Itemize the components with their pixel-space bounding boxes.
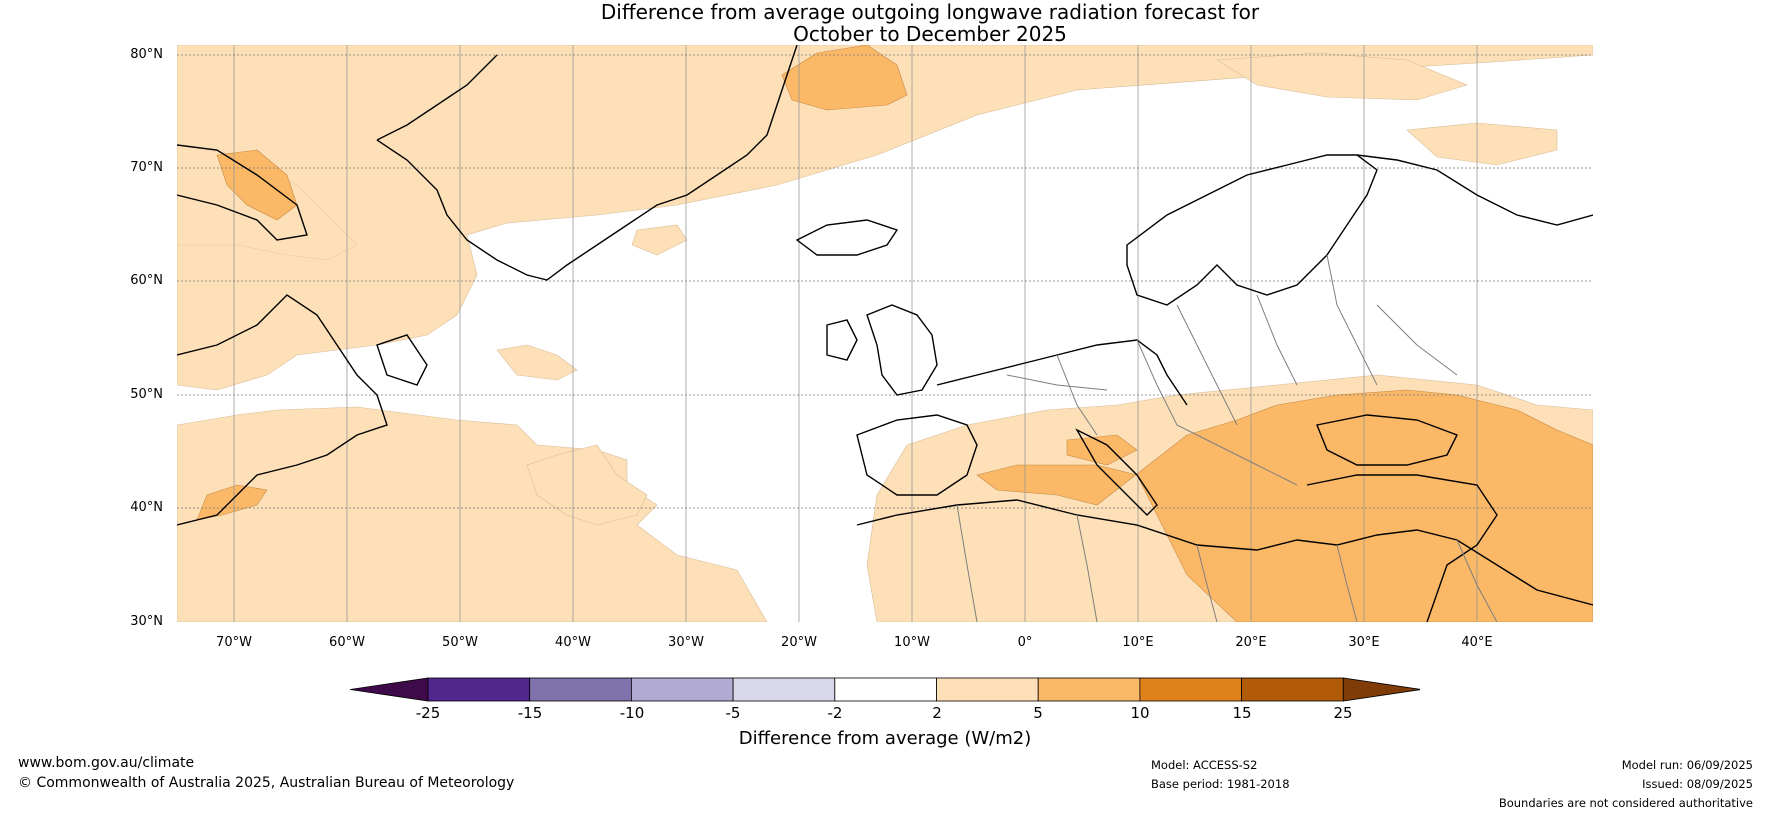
lat-label-80n: 80°N: [130, 47, 163, 62]
lon-label-40e: 40°E: [1461, 635, 1493, 650]
footer-base-period: Base period: 1981-2018: [1151, 777, 1290, 791]
lon-label-40w: 40°W: [555, 635, 591, 650]
colorbar-tick: 2: [932, 704, 942, 722]
lon-label-30e: 30°E: [1348, 635, 1380, 650]
footer-issued: Issued: 08/09/2025: [1642, 777, 1753, 791]
lat-label-70n: 70°N: [130, 160, 163, 175]
footer-url: www.bom.gov.au/climate: [18, 755, 195, 771]
lon-label-20e: 20°E: [1235, 635, 1267, 650]
gridlines: [233, 45, 1478, 622]
map-title-line-1: Difference from average outgoing longwav…: [600, 0, 1260, 24]
map-canvas: [177, 45, 1593, 622]
lat-label-30n: 30°N: [130, 614, 163, 629]
footer-disclaimer: Boundaries are not considered authoritat…: [1498, 796, 1753, 810]
colorbar-label: Difference from average (W/m2): [738, 728, 1032, 749]
colorbar-segment: [834, 677, 937, 702]
colorbar-segment: [1241, 677, 1344, 702]
colorbar-segment: [732, 677, 836, 702]
colorbar-segments: [350, 677, 1420, 702]
colorbar-tick: 15: [1232, 704, 1252, 722]
lon-label-20w: 20°W: [781, 635, 817, 650]
colorbar-segment: [529, 677, 632, 702]
colorbar-tick: -25: [415, 704, 441, 722]
lon-label-0: 0°: [1017, 635, 1033, 650]
lat-label-50n: 50°N: [130, 387, 163, 402]
anomaly-fill-medium: [196, 45, 1593, 622]
colorbar-segment: [427, 677, 531, 702]
colorbar-segment: [630, 677, 734, 702]
colorbar-tick: 5: [1033, 704, 1043, 722]
footer-model-run: Model run: 06/09/2025: [1621, 758, 1753, 772]
lon-label-70w: 70°W: [216, 635, 252, 650]
country-borders: [956, 254, 1498, 622]
colorbar-tick: -15: [517, 704, 543, 722]
colorbar-segment: [1139, 677, 1243, 702]
lat-label-40n: 40°N: [130, 500, 163, 515]
colorbar-extend-low: [350, 677, 429, 702]
anomaly-map: [177, 45, 1593, 622]
colorbar-tick: 25: [1333, 704, 1353, 722]
colorbar-tick: -10: [619, 704, 645, 722]
lon-label-10e: 10°E: [1122, 635, 1154, 650]
lon-label-30w: 30°W: [668, 635, 704, 650]
map-title-line-2: October to December 2025: [793, 22, 1067, 46]
colorbar: [350, 677, 1420, 702]
colorbar-segment: [936, 677, 1039, 702]
lon-label-50w: 50°W: [442, 635, 478, 650]
footer-model: Model: ACCESS-S2: [1151, 758, 1258, 772]
lat-label-60n: 60°N: [130, 273, 163, 288]
latitude-gridlines: [177, 54, 1593, 509]
lon-label-60w: 60°W: [329, 635, 365, 650]
colorbar-tick: 10: [1130, 704, 1150, 722]
footer-copyright: © Commonwealth of Australia 2025, Austra…: [18, 775, 515, 791]
colorbar-extend-high: [1342, 677, 1420, 702]
colorbar-tick: -2: [827, 704, 843, 722]
lon-label-10w: 10°W: [894, 635, 930, 650]
colorbar-tick: -5: [725, 704, 741, 722]
colorbar-segment: [1037, 677, 1141, 702]
coastlines: [177, 45, 1593, 622]
